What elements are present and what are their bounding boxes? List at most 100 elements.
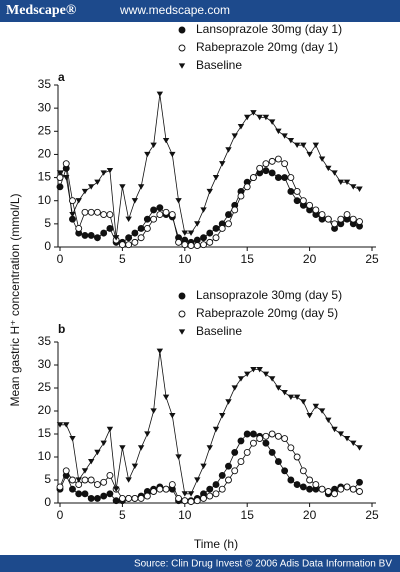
marker <box>119 184 126 190</box>
legend-marker <box>178 329 186 335</box>
marker <box>350 184 357 190</box>
marker <box>63 422 70 428</box>
y-tick-label: 20 <box>38 147 52 161</box>
marker <box>181 230 188 236</box>
marker <box>137 494 145 502</box>
x-tick-label: 15 <box>241 508 255 522</box>
marker <box>62 467 70 475</box>
marker <box>143 225 151 232</box>
marker <box>312 206 320 214</box>
marker <box>63 174 70 181</box>
marker <box>225 220 232 228</box>
marker <box>162 137 170 144</box>
marker <box>249 439 257 447</box>
legend-label: Lansoprazole 30mg (day 1) <box>196 22 342 36</box>
marker <box>150 142 157 148</box>
marker <box>206 492 214 500</box>
marker <box>125 241 133 249</box>
marker <box>119 445 126 451</box>
marker <box>88 184 95 190</box>
marker <box>275 128 282 135</box>
marker <box>231 467 239 475</box>
legend-label: Baseline <box>196 324 242 338</box>
marker <box>249 430 257 438</box>
marker <box>193 236 201 244</box>
marker <box>287 444 295 452</box>
marker <box>200 494 207 502</box>
y-tick-label: 0 <box>44 239 51 253</box>
marker <box>137 184 145 190</box>
y-tick-label: 10 <box>38 193 52 207</box>
marker <box>281 390 288 396</box>
marker <box>131 238 139 246</box>
marker <box>318 408 326 414</box>
marker <box>268 376 276 382</box>
marker <box>200 463 207 469</box>
marker <box>81 208 89 216</box>
marker <box>343 179 351 185</box>
marker <box>331 426 338 433</box>
marker <box>306 485 314 493</box>
marker <box>81 188 89 195</box>
marker <box>331 220 339 228</box>
marker <box>187 242 195 250</box>
marker <box>243 448 251 456</box>
marker <box>56 422 64 428</box>
marker <box>112 497 120 505</box>
x-tick-label: 10 <box>178 252 192 266</box>
marker <box>293 188 301 195</box>
y-axis-label: Mean gastric H⁺ concentration (mmol/L) <box>8 193 22 406</box>
footer-bar <box>0 555 400 572</box>
marker <box>144 151 151 158</box>
marker <box>250 367 257 373</box>
marker <box>325 417 332 423</box>
marker <box>150 215 158 223</box>
marker <box>243 430 251 438</box>
marker <box>212 225 220 232</box>
marker <box>218 471 226 479</box>
marker <box>268 448 276 456</box>
marker <box>274 458 282 466</box>
header-bar <box>0 0 400 22</box>
marker <box>262 167 270 175</box>
marker <box>256 164 264 172</box>
marker <box>69 476 76 484</box>
marker <box>244 114 251 121</box>
marker <box>231 133 238 139</box>
marker <box>169 413 176 419</box>
marker <box>293 394 301 400</box>
marker <box>356 488 363 495</box>
marker <box>112 235 120 241</box>
x-tick-label: 20 <box>303 252 317 266</box>
marker <box>162 485 170 493</box>
legend-marker <box>178 63 186 69</box>
marker <box>162 394 170 400</box>
marker <box>331 170 338 176</box>
marker <box>356 186 363 192</box>
marker <box>93 208 101 216</box>
marker <box>69 436 76 442</box>
marker <box>225 476 232 484</box>
marker <box>106 490 114 498</box>
marker <box>318 211 326 219</box>
marker <box>324 488 332 495</box>
marker <box>318 156 326 162</box>
marker <box>306 476 314 484</box>
marker <box>212 234 220 242</box>
marker <box>175 238 183 246</box>
legend-label: Rabeprazole 20mg (day 1) <box>196 40 338 54</box>
marker <box>237 192 245 200</box>
marker <box>287 174 295 182</box>
marker <box>181 491 188 497</box>
y-tick-label: 35 <box>38 77 52 91</box>
marker <box>125 477 132 483</box>
site-url: www.medscape.com <box>119 3 230 17</box>
y-tick-label: 15 <box>38 426 52 440</box>
marker <box>206 485 214 493</box>
marker <box>268 430 276 438</box>
marker <box>300 142 307 148</box>
marker <box>274 174 282 182</box>
marker <box>281 160 289 168</box>
marker <box>137 225 145 232</box>
